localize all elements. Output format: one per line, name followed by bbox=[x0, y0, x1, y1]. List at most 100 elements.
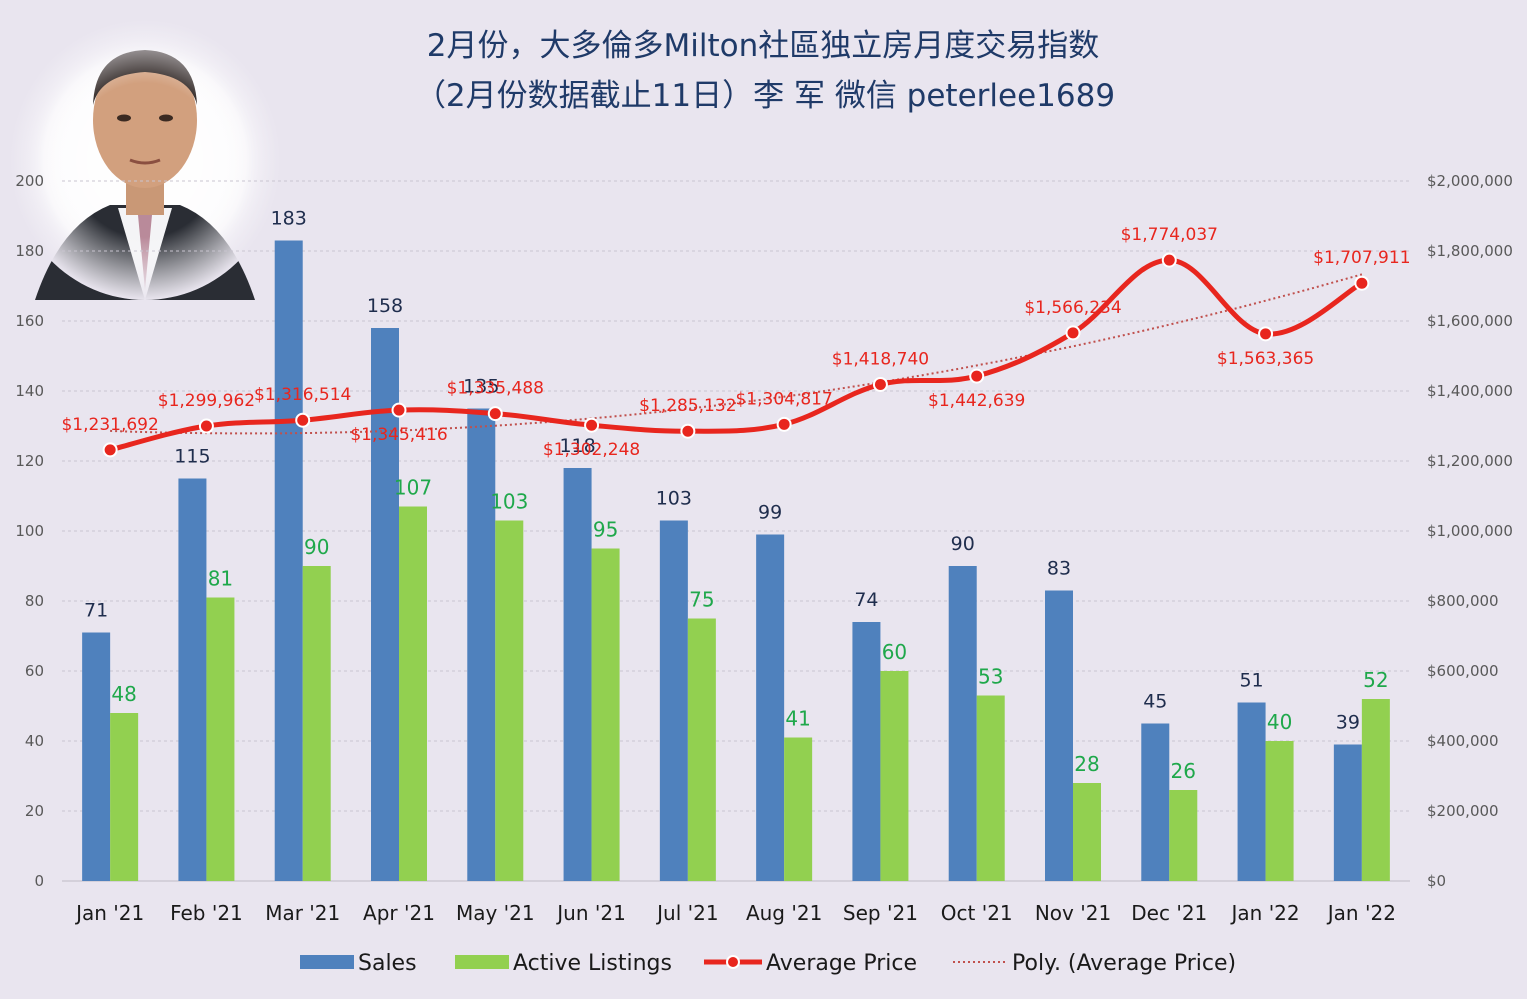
data-label-average-price: $1,335,488 bbox=[447, 379, 544, 399]
data-label-sales: 51 bbox=[1239, 670, 1263, 692]
data-label-average-price: $1,316,514 bbox=[254, 385, 351, 405]
y-left-tick-label: 160 bbox=[15, 312, 44, 330]
data-label-active-listings: 90 bbox=[304, 535, 329, 559]
x-tick-label: Jan '22 bbox=[1326, 901, 1396, 925]
marker-average-price bbox=[1354, 275, 1370, 291]
bar-sales bbox=[178, 478, 207, 881]
bar-sales bbox=[659, 520, 688, 881]
legend-label-active-listings: Active Listings bbox=[513, 951, 672, 976]
marker-average-price bbox=[776, 416, 792, 432]
data-label-active-listings: 48 bbox=[111, 682, 136, 706]
bar-active-listings bbox=[976, 695, 1005, 881]
bar-active-listings bbox=[399, 506, 427, 881]
data-label-active-listings: 103 bbox=[490, 490, 528, 514]
data-label-sales: 99 bbox=[758, 502, 782, 524]
marker-average-price bbox=[1258, 326, 1274, 342]
legend-swatch-sales bbox=[300, 955, 354, 969]
y-left-tick-label: 200 bbox=[15, 172, 44, 190]
data-label-active-listings: 41 bbox=[785, 707, 810, 731]
data-label-sales: 135 bbox=[463, 376, 499, 398]
bar-active-listings bbox=[1169, 790, 1198, 881]
data-label-average-price: $1,566,234 bbox=[1024, 298, 1121, 318]
legend-label-average-price: Average Price bbox=[766, 951, 917, 976]
marker-average-price bbox=[872, 376, 888, 392]
y-left-tick-label: 140 bbox=[15, 382, 44, 400]
marker-average-price bbox=[680, 423, 696, 439]
bar-active-listings bbox=[1265, 741, 1294, 881]
data-label-sales: 45 bbox=[1143, 691, 1167, 713]
y-right-tick-label: $1,600,000 bbox=[1427, 312, 1513, 330]
trendline-poly-average-price bbox=[110, 273, 1363, 435]
portrait-image bbox=[10, 20, 280, 300]
x-tick-label: Jun '21 bbox=[555, 901, 626, 925]
data-label-average-price: $1,302,248 bbox=[543, 440, 640, 460]
data-label-active-listings: 75 bbox=[689, 588, 714, 612]
bar-active-listings bbox=[302, 566, 331, 881]
data-label-active-listings: 107 bbox=[394, 476, 432, 500]
legend-label-sales: Sales bbox=[358, 951, 417, 976]
y-axis-right: $0 $200,000 $400,000 $600,000 $800,000 $1,000… bbox=[1427, 172, 1513, 890]
bar-active-listings bbox=[110, 713, 139, 881]
bar-sales bbox=[756, 534, 785, 881]
legend-label-poly-trend: Poly. (Average Price) bbox=[1012, 951, 1236, 976]
y-right-tick-label: $200,000 bbox=[1427, 802, 1499, 820]
x-tick-label: Oct '21 bbox=[941, 901, 1013, 925]
y-right-tick-label: $1,400,000 bbox=[1427, 382, 1513, 400]
bars bbox=[82, 240, 1390, 881]
bar-sales bbox=[1237, 702, 1266, 881]
data-label-average-price: $1,231,692 bbox=[61, 415, 158, 435]
bar-sales bbox=[467, 408, 496, 881]
bar-active-listings bbox=[206, 597, 235, 881]
data-label-active-listings: 28 bbox=[1074, 752, 1099, 776]
x-tick-label: Jan '22 bbox=[1230, 901, 1300, 925]
x-tick-label: Apr '21 bbox=[363, 901, 435, 925]
data-label-average-price: $1,442,639 bbox=[928, 391, 1025, 411]
marker-average-price bbox=[487, 406, 503, 422]
y-left-tick-label: 120 bbox=[15, 452, 44, 470]
data-label-sales: 71 bbox=[84, 600, 108, 622]
bar-sales bbox=[82, 632, 111, 881]
x-tick-label: May '21 bbox=[456, 901, 535, 925]
marker-average-price bbox=[1161, 252, 1177, 268]
y-right-tick-label: $0 bbox=[1427, 872, 1446, 890]
x-axis: Jan '21 Feb '21 Mar '21 Apr '21 May '21 Jun '… bbox=[74, 901, 1396, 925]
marker-average-price bbox=[102, 442, 118, 458]
data-label-sales: 90 bbox=[951, 533, 975, 555]
data-label-average-price: $1,563,365 bbox=[1217, 349, 1314, 369]
data-label-average-price: $1,707,911 bbox=[1313, 248, 1410, 268]
y-left-tick-label: 60 bbox=[25, 662, 44, 680]
bar-active-listings bbox=[591, 548, 620, 881]
marker-average-price bbox=[198, 418, 214, 434]
data-label-active-listings: 52 bbox=[1363, 668, 1388, 692]
data-label-active-listings: 60 bbox=[882, 640, 907, 664]
bar-sales bbox=[1045, 590, 1073, 881]
bar-active-listings bbox=[1073, 783, 1101, 881]
y-right-tick-label: $600,000 bbox=[1427, 662, 1499, 680]
bar-sales bbox=[852, 622, 881, 881]
y-right-tick-label: $800,000 bbox=[1427, 592, 1499, 610]
bar-active-listings bbox=[1361, 699, 1390, 881]
bar-active-listings bbox=[687, 618, 716, 881]
y-axis-left: 0 20 40 60 80 100 120 140 160 180 200 bbox=[15, 172, 44, 890]
y-left-tick-label: 40 bbox=[25, 732, 44, 750]
data-label-average-price: $1,418,740 bbox=[832, 349, 929, 369]
bar-sales bbox=[371, 328, 399, 881]
x-tick-label: Jul '21 bbox=[655, 901, 718, 925]
y-right-tick-label: $1,800,000 bbox=[1427, 242, 1513, 260]
data-label-average-price: $1,299,962 bbox=[158, 391, 255, 411]
data-label-average-price: $1,774,037 bbox=[1121, 225, 1218, 245]
y-right-tick-label: $400,000 bbox=[1427, 732, 1499, 750]
chart-title: 2月份，大多倫多Milton社區独立房月度交易指数 bbox=[427, 28, 1099, 64]
data-labels: 71 48 115 81 183 90 158 107 135 103 118 95 103 75 99 41… bbox=[61, 208, 1410, 784]
x-tick-label: Nov '21 bbox=[1035, 901, 1111, 925]
data-label-sales: 158 bbox=[367, 295, 403, 317]
marker-average-price bbox=[584, 417, 600, 433]
x-tick-label: Jan '21 bbox=[74, 901, 144, 925]
data-label-sales: 103 bbox=[656, 488, 692, 510]
marker-average-price bbox=[969, 368, 985, 384]
bar-sales bbox=[274, 240, 303, 881]
y-right-tick-label: $1,200,000 bbox=[1427, 452, 1513, 470]
legend: Sales Active Listings Average Price Poly… bbox=[300, 951, 1236, 976]
price-line bbox=[102, 252, 1370, 458]
